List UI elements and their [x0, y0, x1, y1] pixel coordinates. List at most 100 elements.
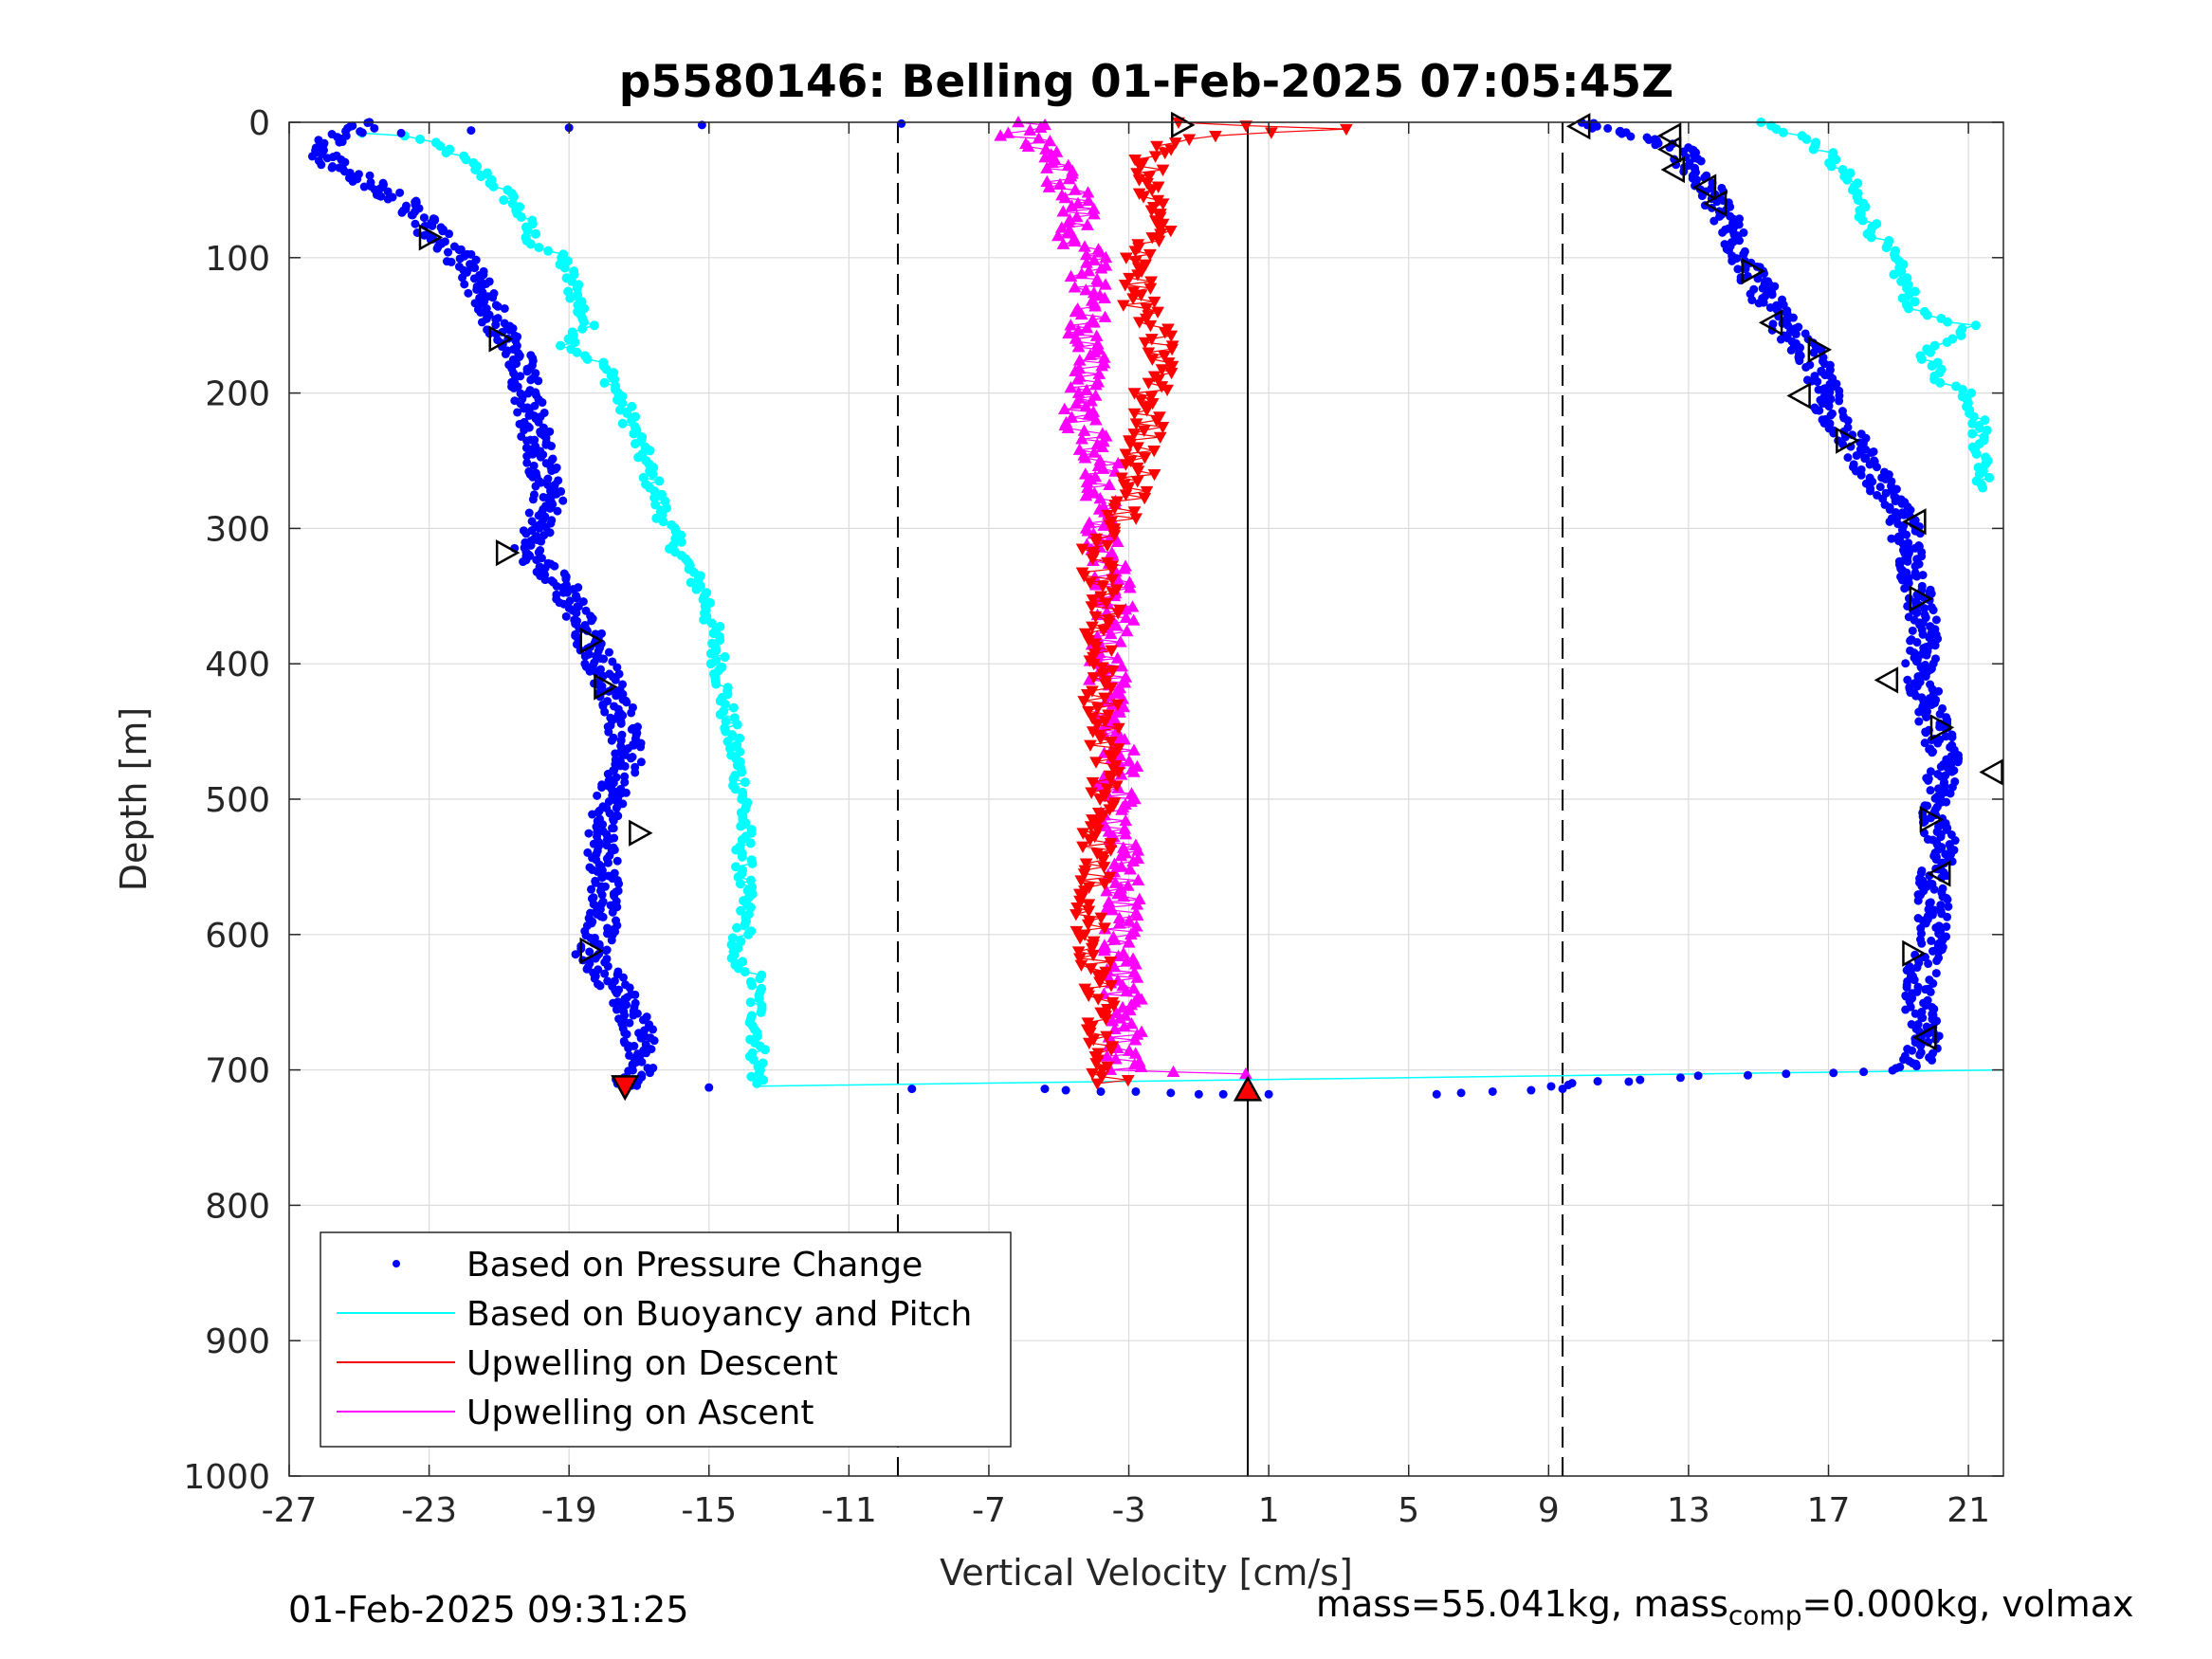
- open-triangle-marker: [1758, 309, 1783, 337]
- pressure-point: [1824, 402, 1834, 411]
- pressure-point: [1866, 486, 1875, 496]
- descent-upwelling-point: [1147, 468, 1161, 482]
- ascent-upwelling-point: [1120, 984, 1134, 997]
- ascent-upwelling-point: [1118, 1019, 1131, 1032]
- descent-upwelling-point: [1156, 198, 1170, 210]
- pressure-point: [612, 1005, 621, 1014]
- x-tick-label: -23: [401, 1491, 457, 1530]
- ascent-upwelling-point: [1065, 199, 1079, 211]
- ascent-upwelling-point: [1064, 319, 1078, 331]
- ascent-upwelling-point: [1126, 981, 1141, 994]
- buoyancy-point: [745, 997, 756, 1008]
- descent-upwelling-point: [1090, 720, 1105, 732]
- pressure-point: [561, 611, 571, 621]
- open-triangle-marker: [629, 819, 653, 847]
- pressure-point: [460, 280, 469, 289]
- pressure-point: [534, 376, 543, 386]
- ascent-upwelling-point: [1088, 486, 1102, 499]
- buoyancy-point: [736, 821, 746, 831]
- buoyancy-point: [1826, 161, 1837, 172]
- pressure-point: [438, 227, 448, 236]
- descent-upwelling-point: [1102, 618, 1116, 630]
- ascent-upwelling-point: [1046, 155, 1059, 169]
- ascent-upwelling-point: [1061, 227, 1074, 239]
- open-triangle-marker: [1912, 1024, 1937, 1051]
- pressure-point: [1921, 728, 1930, 738]
- descent-upwelling-point: [1122, 483, 1135, 495]
- descent-upwelling-point: [1131, 269, 1144, 282]
- buoyancy-point: [676, 537, 686, 547]
- pressure-point: [620, 777, 630, 787]
- descent-upwelling-point: [1084, 963, 1098, 975]
- pressure-point: [1917, 939, 1927, 948]
- descent-upwelling-point: [1156, 422, 1170, 434]
- descent-upwelling-point: [1123, 272, 1136, 285]
- pressure-point: [529, 461, 539, 470]
- descent-upwelling-point: [1138, 452, 1152, 465]
- pressure-point: [432, 244, 442, 253]
- descent-upwelling-point: [1091, 994, 1106, 1006]
- buoyancy-point: [531, 228, 541, 239]
- descent-upwelling-point: [1080, 689, 1094, 702]
- descent-upwelling-point: [1097, 625, 1110, 637]
- pressure-point: [649, 1025, 658, 1034]
- pressure-point: [1912, 682, 1922, 691]
- buoyancy-point: [736, 905, 746, 916]
- pressure-point: [522, 458, 532, 467]
- pressure-point: [1912, 638, 1922, 647]
- pressure-point: [597, 783, 607, 793]
- pressure-point: [540, 575, 550, 585]
- footer-timestamp: 01-Feb-2025 09:31:25: [288, 1589, 689, 1631]
- descent-upwelling-point: [1117, 300, 1130, 312]
- pressure-point: [1843, 416, 1853, 426]
- descent-upwelling-point: [1093, 976, 1106, 989]
- buoyancy-point: [1857, 215, 1868, 226]
- pressure-point: [638, 1015, 648, 1025]
- descent-upwelling-point: [1107, 502, 1122, 516]
- descent-upwelling-point: [1147, 296, 1161, 309]
- pressure-point: [534, 417, 543, 427]
- descent-upwelling-point: [1152, 374, 1165, 387]
- pressure-point: [1903, 675, 1912, 684]
- buoyancy-point: [654, 476, 665, 486]
- descent-upwelling-point: [1096, 668, 1110, 681]
- pressure-point: [1709, 216, 1719, 226]
- descent-upwelling-point: [1077, 868, 1091, 881]
- descent-upwelling-point: [1140, 405, 1154, 417]
- pressure-point: [454, 246, 464, 255]
- buoyancy-point: [617, 418, 628, 428]
- pressure-point: [1929, 606, 1938, 615]
- buoyancy-point: [1778, 127, 1788, 137]
- ascent-upwelling-point: [1127, 765, 1141, 777]
- buoyancy-point: [1935, 377, 1946, 388]
- ascent-upwelling-point: [1103, 478, 1116, 491]
- chart-title: p5580146: Belling 01-Feb-2025 07:05:45Z: [619, 56, 1673, 108]
- pressure-point: [1733, 264, 1743, 274]
- pressure-point: [1061, 1085, 1070, 1095]
- pressure-point: [1912, 572, 1922, 581]
- descent-upwelling-point: [1106, 574, 1120, 586]
- pressure-point: [1891, 497, 1900, 506]
- descent-upwelling-point: [1111, 699, 1124, 712]
- pressure-point: [1791, 329, 1801, 338]
- buoyancy-point: [735, 879, 745, 889]
- buoyancy-point: [759, 1045, 770, 1055]
- ascent-upwelling-point: [1088, 316, 1101, 328]
- pressure-point: [1915, 1050, 1925, 1060]
- pressure-point: [470, 264, 480, 273]
- ascent-upwelling-point: [1099, 278, 1112, 290]
- pressure-point: [1865, 460, 1874, 469]
- descent-upwelling-point: [1182, 134, 1197, 146]
- buoyancy-point: [748, 1054, 759, 1065]
- buoyancy-point: [658, 517, 668, 527]
- ascent-upwelling-point: [1124, 927, 1138, 940]
- descent-upwelling-point: [1105, 645, 1119, 657]
- descent-upwelling-point: [1129, 418, 1143, 430]
- ascent-upwelling-point: [1082, 193, 1095, 207]
- pressure-point: [1526, 1085, 1536, 1095]
- pressure-point: [1901, 1005, 1910, 1014]
- descent-upwelling-point: [1128, 256, 1143, 268]
- pressure-point: [469, 274, 479, 283]
- pressure-point: [515, 419, 524, 428]
- pressure-point: [1920, 738, 1929, 748]
